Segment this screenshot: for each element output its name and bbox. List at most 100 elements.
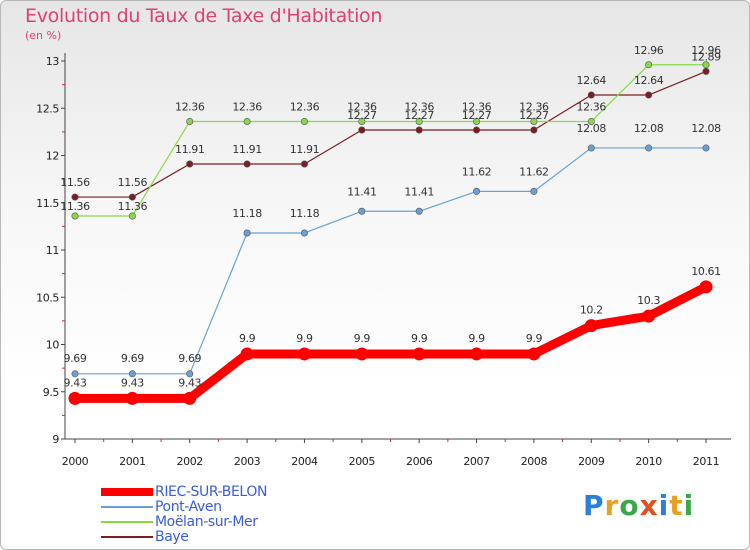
data-label: 10.2 — [580, 304, 603, 317]
data-point — [358, 207, 366, 215]
data-point — [128, 193, 136, 201]
y-tick-label: 11 — [46, 244, 59, 257]
data-label: 12.36 — [347, 100, 377, 113]
data-point — [183, 391, 197, 405]
data-point — [128, 370, 136, 378]
data-point — [645, 61, 653, 69]
series-line-1 — [74, 147, 707, 375]
data-label: 12.27 — [462, 109, 492, 122]
data-point — [300, 117, 308, 125]
data-label: 12.64 — [634, 74, 664, 87]
legend-item: Moëlan-sur-Mer — [101, 515, 267, 530]
data-label: 9.9 — [296, 332, 313, 345]
y-tick-label: 9.5 — [43, 386, 60, 399]
legend-item: RIEC-SUR-BELON — [101, 485, 267, 500]
y-tick-label: 9 — [52, 433, 59, 446]
data-point — [530, 187, 538, 195]
brand-letter: i — [683, 489, 695, 522]
data-label: 11.91 — [232, 143, 262, 156]
data-label: 11.62 — [519, 165, 549, 178]
data-label: 12.96 — [691, 44, 721, 57]
data-label: 11.91 — [175, 143, 205, 156]
data-label: 12.96 — [634, 44, 664, 57]
brand-letter: P — [583, 489, 605, 522]
series-line-3 — [74, 70, 707, 198]
chart-subtitle: (en %) — [25, 29, 62, 42]
data-label: 12.27 — [347, 109, 377, 122]
legend-item: Baye — [101, 530, 267, 545]
data-point — [355, 347, 369, 361]
y-tick-label: 11.5 — [36, 197, 59, 210]
data-point — [587, 144, 595, 152]
data-point — [702, 144, 710, 152]
data-label: 11.62 — [462, 165, 492, 178]
data-point — [240, 347, 254, 361]
data-label: 11.18 — [290, 207, 320, 220]
data-label: 12.36 — [577, 100, 607, 113]
series-line-0 — [70, 282, 711, 403]
x-tick-label: 2004 — [291, 455, 318, 468]
data-point — [243, 117, 251, 125]
data-label: 11.41 — [404, 185, 434, 198]
data-point — [527, 347, 541, 361]
legend-label: RIEC-SUR-BELON — [155, 484, 268, 500]
data-label: 12.27 — [519, 109, 549, 122]
data-label: 9.43 — [178, 376, 201, 389]
data-label: 11.56 — [118, 176, 148, 189]
data-point — [702, 67, 710, 75]
data-point — [358, 126, 366, 134]
data-point — [415, 126, 423, 134]
y-tick-label: 12.5 — [36, 102, 59, 115]
brand-letter: t — [669, 489, 684, 522]
data-point — [358, 117, 366, 125]
data-label: 12.08 — [577, 122, 607, 135]
legend-swatch — [101, 506, 153, 508]
data-label: 12.36 — [232, 100, 262, 113]
data-point — [415, 207, 423, 215]
data-point — [300, 160, 308, 168]
x-tick-label: 2003 — [234, 455, 261, 468]
brand-logo: Proxiti — [583, 489, 694, 522]
axes: 9 9.5 10 10.5 11 11.5 12 12.5 13 2000 2001 2002 2003… — [36, 53, 731, 468]
data-label: 12.08 — [691, 122, 721, 135]
data-label: 9.69 — [64, 352, 87, 365]
x-tick-label: 2001 — [119, 455, 145, 468]
data-label: 12.36 — [175, 100, 205, 113]
data-label: 9.9 — [411, 332, 428, 345]
x-tick-label: 2011 — [693, 455, 719, 468]
data-point — [530, 117, 538, 125]
data-label: 9.43 — [64, 376, 87, 389]
data-point — [243, 229, 251, 237]
legend-label: Pont-Aven — [155, 499, 222, 515]
data-point — [530, 126, 538, 134]
data-point — [71, 370, 79, 378]
data-point — [470, 347, 484, 361]
data-label: 9.9 — [468, 332, 485, 345]
y-tick-label: 13 — [46, 55, 60, 68]
data-point — [300, 229, 308, 237]
data-label: 12.08 — [634, 122, 664, 135]
data-label: 10.61 — [691, 265, 721, 278]
data-label: 11.18 — [232, 207, 262, 220]
legend-swatch — [101, 521, 153, 523]
data-label: 12.36 — [404, 100, 434, 113]
data-label: 9.69 — [178, 352, 201, 365]
data-point — [71, 193, 79, 201]
brand-letter: x — [639, 489, 659, 522]
data-point — [645, 144, 653, 152]
data-label: 9.9 — [239, 332, 256, 345]
x-tick-label: 2008 — [521, 455, 548, 468]
data-label: 9.9 — [526, 332, 543, 345]
data-label: 10.3 — [637, 294, 660, 307]
data-point — [71, 212, 79, 220]
data-point — [473, 117, 481, 125]
data-label: 11.36 — [60, 200, 90, 213]
data-point — [587, 91, 595, 99]
legend-swatch — [101, 488, 153, 496]
data-point — [243, 160, 251, 168]
value-labels: 9.43 9.43 9.43 9.9 9.9 9.9 9.9 9.9 9.9 10.2 10.3 10… — [60, 44, 721, 390]
data-label: 11.36 — [118, 200, 148, 213]
y-tick-label: 10.5 — [36, 291, 59, 304]
legend-swatch — [101, 536, 153, 538]
